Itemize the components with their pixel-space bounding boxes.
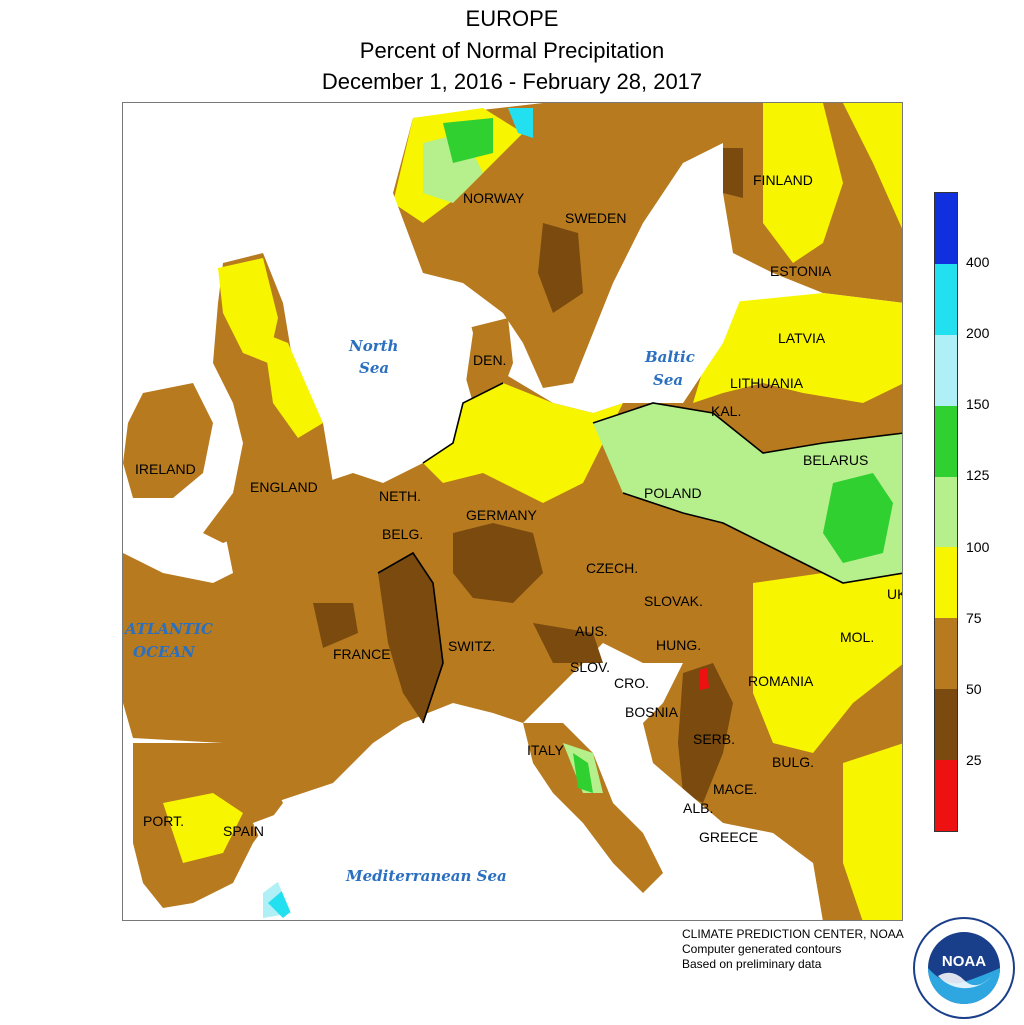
zone-0-25 (699, 668, 709, 690)
country-label: LITHUANIA (730, 375, 804, 391)
sea-label-baltic: Sea (653, 371, 683, 389)
sea-label-north: North (348, 337, 398, 355)
sea-label-mediterranean: Mediterranean Sea (345, 867, 507, 885)
color-legend (934, 192, 958, 832)
legend-swatch (935, 689, 957, 761)
country-label: BOSNIA (625, 704, 679, 720)
sea-label-baltic: Baltic (644, 348, 695, 366)
legend-swatch (935, 618, 957, 690)
country-labels: NORWAY SWEDEN FINLAND ESTONIA LATVIA LIT… (135, 172, 903, 845)
map-date-range: December 1, 2016 - February 28, 2017 (321, 69, 703, 94)
sea-label-north: Sea (359, 359, 389, 377)
credit-line: CLIMATE PREDICTION CENTER, NOAA (682, 927, 904, 941)
legend-label: 25 (966, 751, 982, 768)
legend-swatch (935, 263, 957, 335)
legend-label: 125 (966, 467, 990, 484)
contour-lines (377, 382, 902, 724)
legend-label: 200 (966, 325, 990, 342)
country-label: AUS. (575, 623, 608, 639)
country-label: ESTONIA (770, 263, 832, 279)
country-label: UKR (887, 586, 903, 602)
credit-line: Computer generated contours (682, 942, 842, 956)
country-label: IRELAND (135, 461, 196, 477)
country-label: SWEDEN (565, 210, 626, 226)
credit-line: Based on preliminary data (682, 957, 822, 971)
country-label: DEN. (473, 352, 506, 368)
legend-label: 400 (966, 254, 990, 271)
legend-swatch (935, 193, 957, 264)
legend-label: 100 (966, 538, 990, 555)
legend-swatch (935, 405, 957, 477)
noaa-logo-icon: NOAA (912, 916, 1016, 1025)
country-label: LATVIA (778, 330, 826, 346)
country-label: CRO. (614, 675, 649, 691)
zone-25-50 (313, 148, 743, 803)
precipitation-map: NORWAY SWEDEN FINLAND ESTONIA LATVIA LIT… (122, 102, 903, 921)
country-label: FINLAND (753, 172, 813, 188)
legend-swatch (935, 760, 957, 832)
map-canvas: NORWAY SWEDEN FINLAND ESTONIA LATVIA LIT… (123, 103, 903, 920)
legend-swatch (935, 547, 957, 619)
country-label: BELG. (382, 526, 423, 542)
country-label: ROMANIA (748, 673, 814, 689)
legend-swatch (935, 476, 957, 548)
country-label: NETH. (379, 488, 421, 504)
country-label: MACE. (713, 781, 757, 797)
credits: CLIMATE PREDICTION CENTER, NOAA Computer… (682, 927, 904, 972)
country-label: FRANCE (333, 646, 391, 662)
country-label: CZECH. (586, 560, 638, 576)
country-label: NORWAY (463, 190, 525, 206)
country-label: SWITZ. (448, 638, 495, 654)
country-label: SERB. (693, 731, 735, 747)
country-label: KAL. (711, 403, 741, 419)
legend-swatch (935, 334, 957, 406)
water-bodies (123, 193, 823, 920)
country-label: ENGLAND (250, 479, 318, 495)
country-label: SLOV. (570, 659, 610, 675)
legend-label: 150 (966, 396, 990, 413)
country-label: SLOVAK. (644, 593, 703, 609)
legend-label: 75 (966, 609, 982, 626)
map-subtitle: Percent of Normal Precipitation (359, 38, 665, 63)
country-label: MOL. (840, 629, 874, 645)
map-title: EUROPE (465, 6, 559, 31)
sea-label-atlantic: ATLANTIC (123, 620, 213, 638)
legend-label: 50 (966, 680, 982, 697)
country-label: ITALY (527, 742, 564, 758)
country-label: SPAIN (223, 823, 264, 839)
country-label: BULG. (772, 754, 814, 770)
sea-labels: North Sea Baltic Sea ATLANTIC OCEAN Medi… (123, 337, 695, 885)
country-label: POLAND (644, 485, 702, 501)
noaa-logo-text: NOAA (942, 953, 986, 970)
country-label: ALB. (683, 800, 713, 816)
sea-label-atlantic: OCEAN (133, 643, 196, 661)
country-label: HUNG. (656, 637, 701, 653)
country-label: GREECE (699, 829, 758, 845)
country-label: BELARUS (803, 452, 868, 468)
country-label: GERMANY (466, 507, 537, 523)
country-label: PORT. (143, 813, 184, 829)
